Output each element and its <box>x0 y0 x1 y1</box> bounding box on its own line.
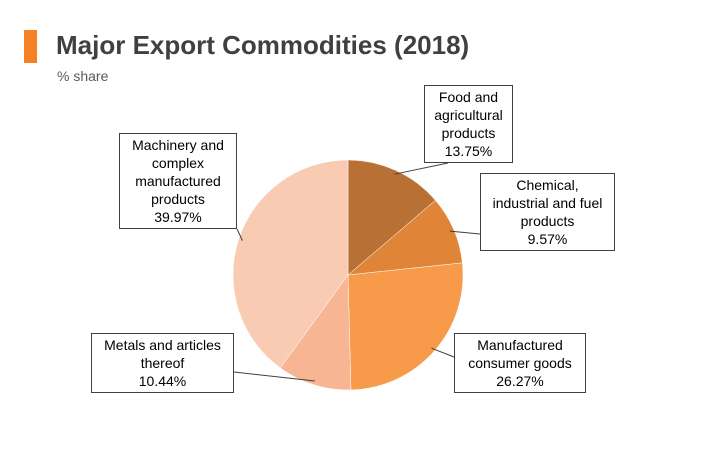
callout-line: thereof <box>140 355 185 371</box>
callout-line: manufactured <box>135 173 221 189</box>
callout-line: complex <box>151 155 205 171</box>
leader-line-1 <box>394 162 449 175</box>
callout-line: 9.57% <box>527 231 568 247</box>
pie-slice-3 <box>347 262 464 391</box>
chart-subtitle: % share <box>57 68 109 84</box>
pie-slice-5 <box>232 159 349 369</box>
leader-line-2 <box>449 230 481 235</box>
leader-line-4 <box>233 371 316 382</box>
callout-label-1: Food and agricultural products 13.75% <box>424 85 513 163</box>
callout-line: Machinery and <box>132 137 224 153</box>
callout-label-5: Machinery and complex manufactured products… <box>119 133 237 229</box>
callout-line: industrial and fuel <box>492 195 603 211</box>
callout-label-3: Manufactured consumer goods 26.27% <box>454 333 586 393</box>
callout-line: 39.97% <box>154 209 202 225</box>
callout-line: 10.44% <box>138 373 187 389</box>
callout-line: products <box>441 125 496 141</box>
callout-line: products <box>520 213 575 229</box>
callout-line: agricultural <box>434 107 503 123</box>
title-accent-bar <box>24 30 37 63</box>
callout-label-2: Chemical, industrial and fuel products 9.57… <box>480 173 615 251</box>
callout-line: 26.27% <box>496 373 544 389</box>
leader-line-3 <box>431 347 455 358</box>
pie-slice-4 <box>279 274 352 391</box>
pie-slice-1 <box>347 159 436 276</box>
callout-line: Food and <box>438 89 499 105</box>
callout-label-4: Metals and articles thereof 10.44% <box>91 333 234 393</box>
callout-line: products <box>151 191 205 207</box>
callout-line: Manufactured <box>477 337 563 353</box>
callout-line: Chemical, <box>516 177 579 193</box>
chart-title: Major Export Commodities (2018) <box>56 30 470 60</box>
callout-line: Metals and articles <box>104 337 221 353</box>
callout-line: consumer goods <box>468 355 572 371</box>
callout-line: 13.75% <box>444 143 493 159</box>
leader-line-5 <box>236 228 243 241</box>
